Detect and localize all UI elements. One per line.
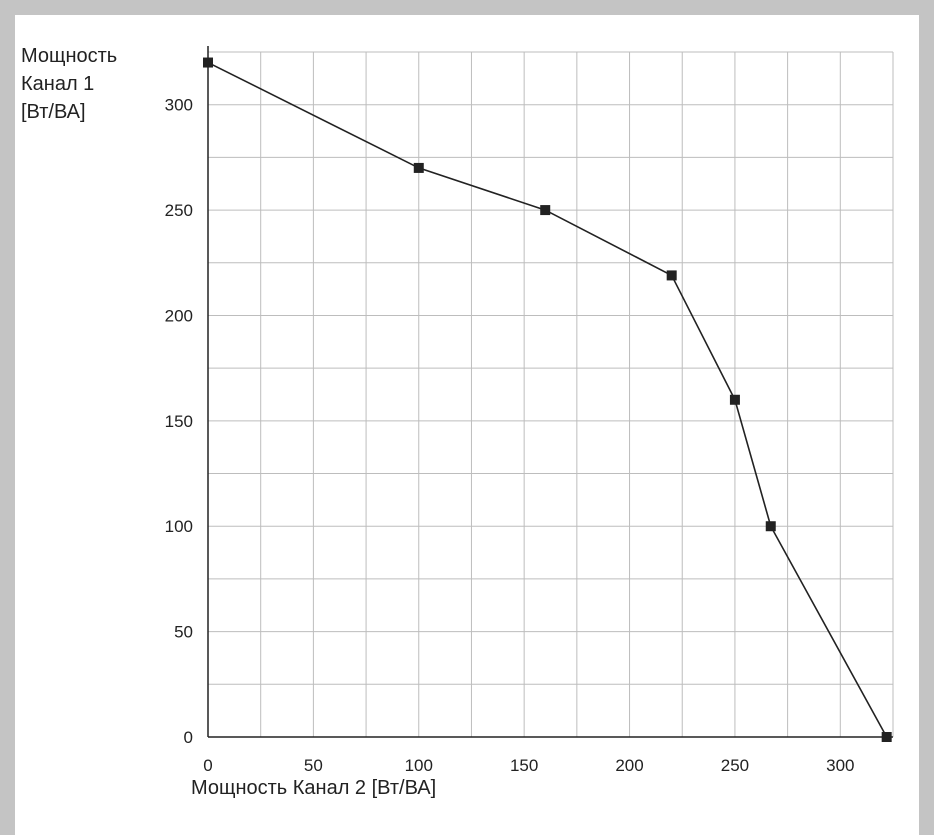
data-point-marker <box>729 394 740 405</box>
y-tick-label: 150 <box>165 412 193 431</box>
x-tick-label: 300 <box>826 756 854 775</box>
x-axis-label: Мощность Канал 2 [Вт/ВА] <box>191 777 437 799</box>
y-tick-label: 250 <box>165 201 193 220</box>
chart-axes <box>207 46 893 738</box>
x-tick-label: 150 <box>510 756 538 775</box>
y-tick-label: 0 <box>184 728 193 747</box>
data-point-marker <box>765 521 776 532</box>
y-tick-label: 100 <box>165 517 193 536</box>
data-point-marker <box>666 270 677 281</box>
x-tick-labels: 0 50 100 150 200 250 300 <box>203 756 854 775</box>
chart-panel <box>15 15 919 835</box>
y-axis-label-line-1: Мощность <box>21 45 118 67</box>
x-tick-label: 100 <box>405 756 433 775</box>
y-tick-label: 50 <box>174 623 193 642</box>
y-tick-label: 300 <box>165 96 193 115</box>
data-point-marker <box>203 57 213 68</box>
data-series <box>203 57 892 742</box>
y-axis-label-line-2: Канал 1 <box>21 73 95 95</box>
data-point-marker <box>881 732 892 742</box>
x-tick-label: 0 <box>203 756 212 775</box>
chart-grid <box>208 51 894 737</box>
y-tick-labels: 0 50 100 150 200 250 300 <box>165 96 193 747</box>
y-axis-label-line-3: [Вт/ВА] <box>21 101 86 123</box>
data-point-marker <box>413 162 424 173</box>
x-tick-label: 250 <box>721 756 749 775</box>
data-point-marker <box>540 205 551 216</box>
x-tick-label: 200 <box>615 756 643 775</box>
series-line <box>207 61 888 738</box>
x-tick-label: 50 <box>304 756 323 775</box>
y-tick-label: 200 <box>165 306 193 325</box>
